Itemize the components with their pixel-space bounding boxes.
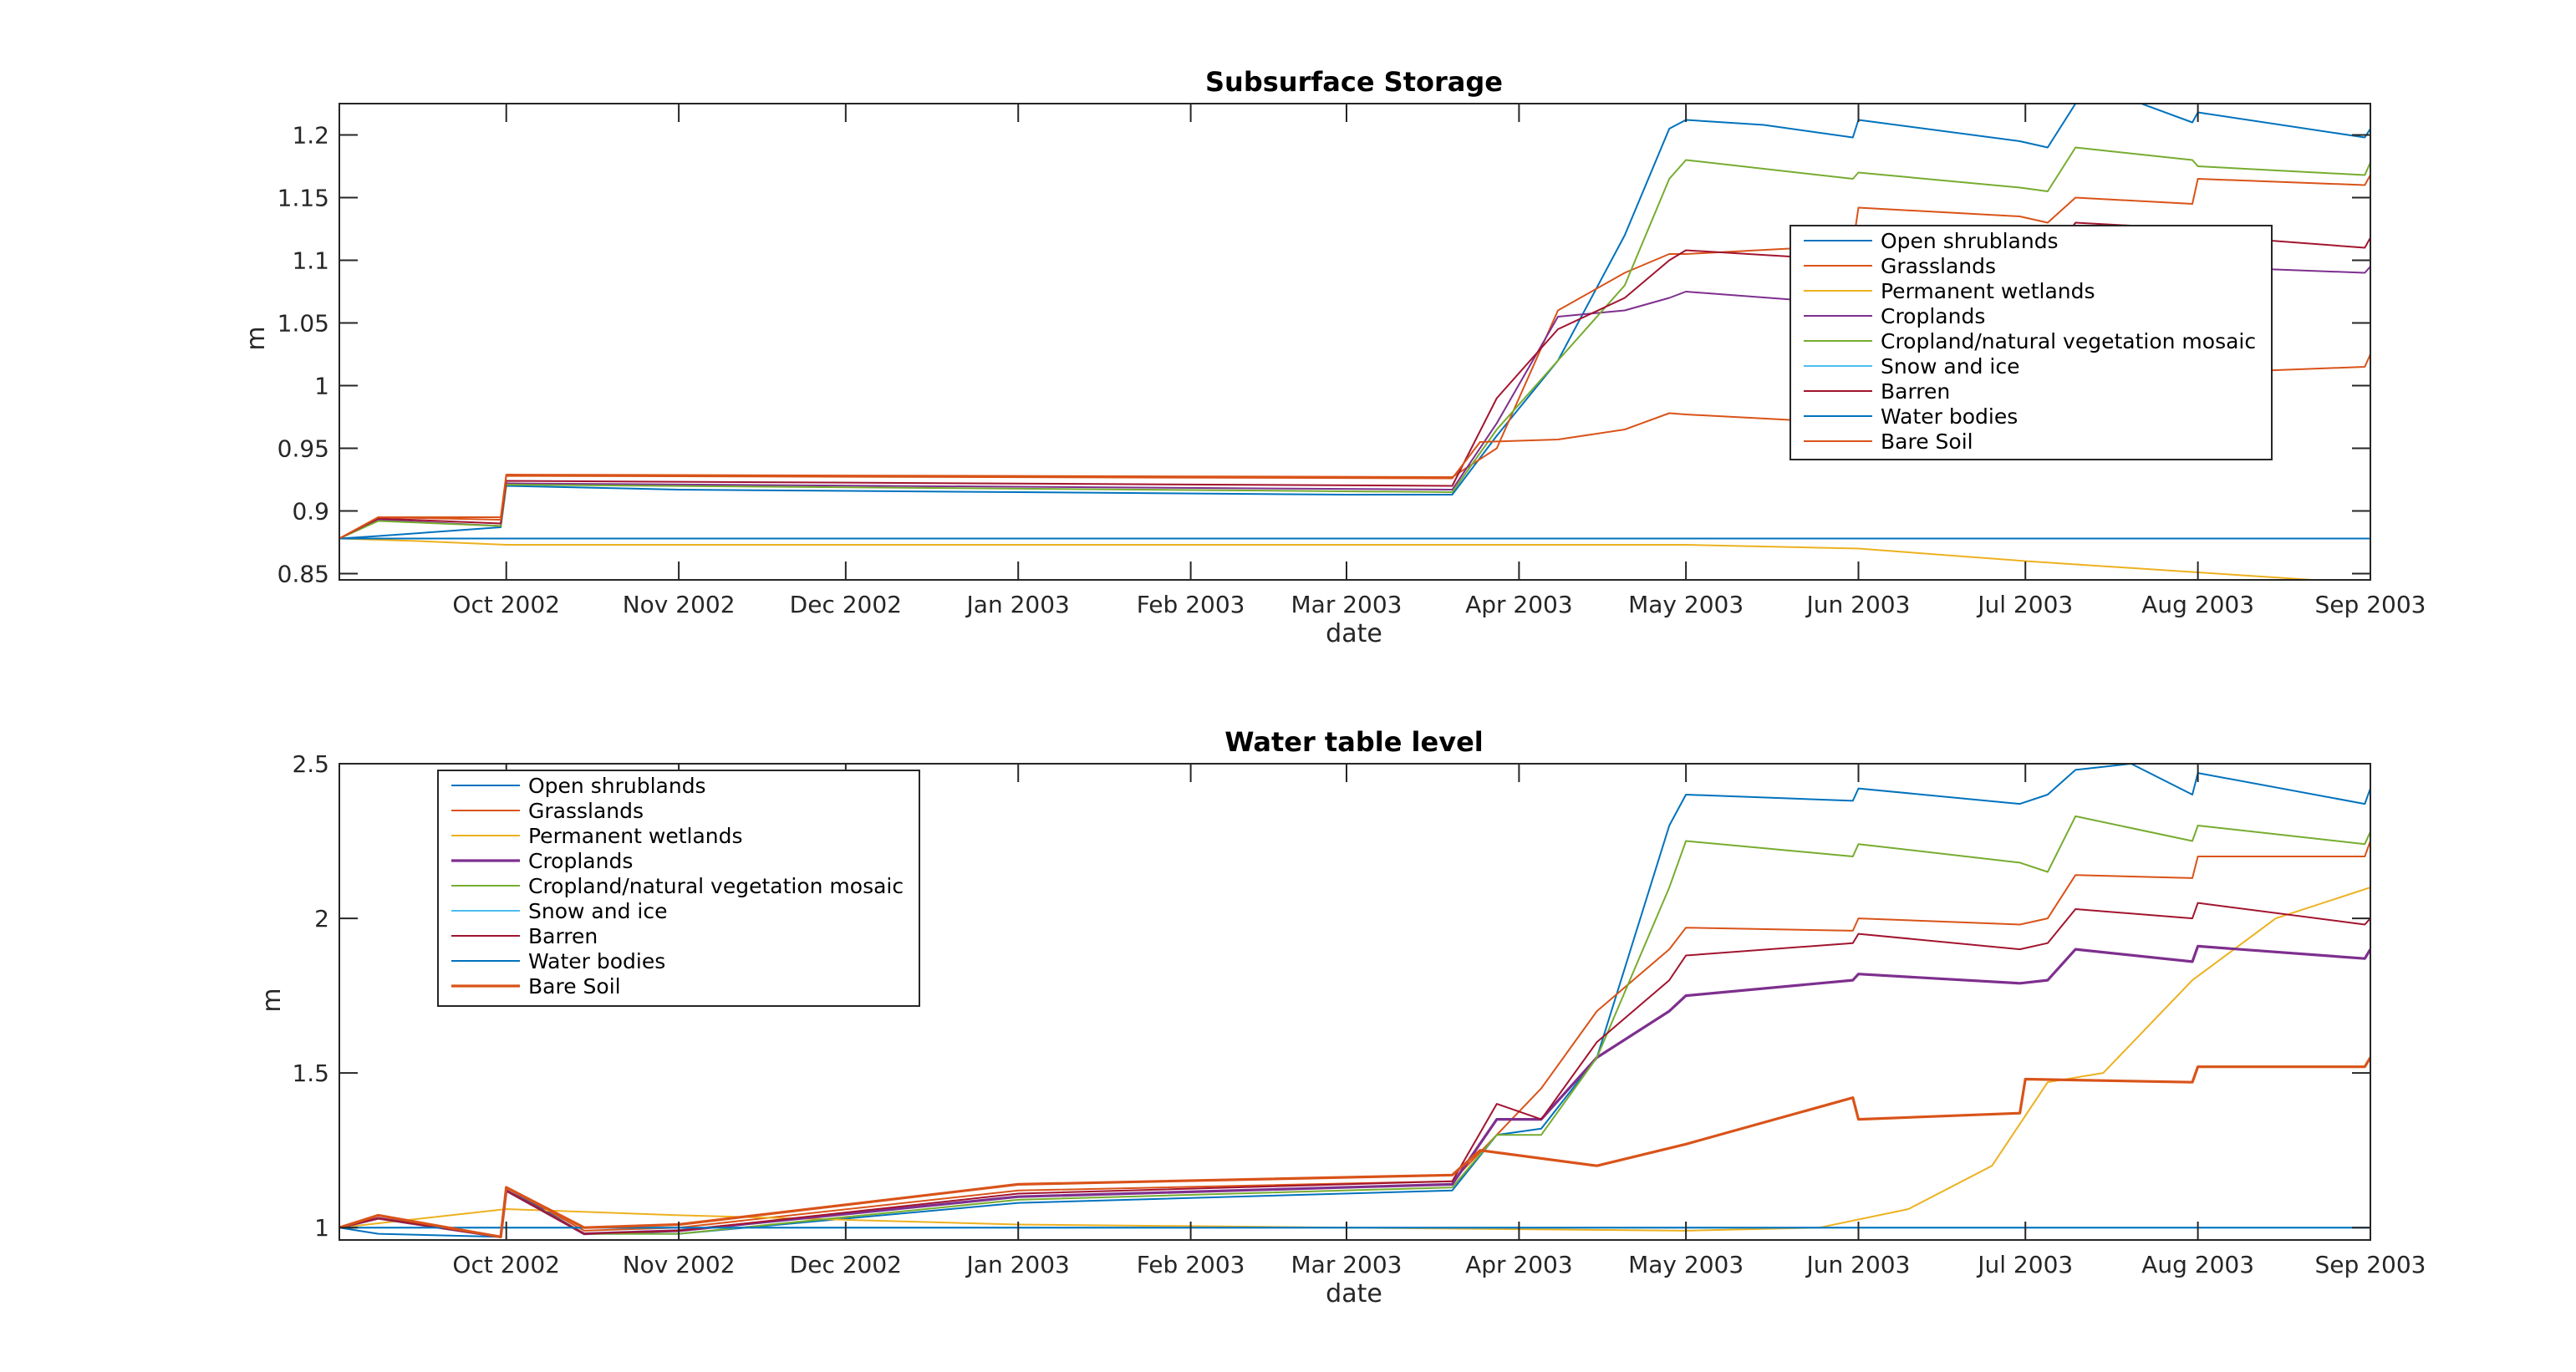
legend-entry-label: Croplands xyxy=(528,849,633,873)
y-tick-label: 1 xyxy=(314,1214,329,1242)
x-tick-label: Jan 2003 xyxy=(965,591,1070,618)
legend-entry-label: Grasslands xyxy=(1881,254,1996,278)
y-tick-label: 1.15 xyxy=(277,185,329,212)
axes-box xyxy=(339,103,2371,581)
axes-box xyxy=(339,763,2371,1241)
x-tick-label: Apr 2003 xyxy=(1465,1251,1573,1278)
x-tick-label: Oct 2002 xyxy=(452,1251,560,1278)
legend-box xyxy=(1789,225,2273,460)
subsurface-storage-chart: Oct 2002 Nov 2002 Dec 2002 Jan 2003 Feb 2003… xyxy=(242,66,2426,648)
legend-entry-label: Open shrublands xyxy=(528,774,706,798)
chart-title: Subsurface Storage xyxy=(1205,66,1503,98)
legend-entry-label: Permanent wetlands xyxy=(1881,279,2095,303)
y-tick-label: 1.5 xyxy=(292,1059,329,1087)
series-line-grasslands xyxy=(339,175,2370,540)
series-line-barren xyxy=(339,902,2370,1238)
legend-entry-label: Cropland/natural vegetation mosaic xyxy=(1881,329,2256,353)
y-tick-label: 0.85 xyxy=(277,561,329,588)
legend-entry-label: Bare Soil xyxy=(1881,429,1973,454)
x-tick-label: Dec 2002 xyxy=(790,1251,902,1278)
x-tick-label: May 2003 xyxy=(1628,591,1744,618)
y-axis-label: m xyxy=(242,326,271,350)
legend-entry-label: Barren xyxy=(1881,379,1950,404)
series-line-bare-soil xyxy=(339,1056,2370,1238)
series-line-grasslands xyxy=(339,841,2370,1238)
legend-entry-label: Bare Soil xyxy=(528,974,621,999)
x-tick-label: Jun 2003 xyxy=(1805,1251,1911,1278)
water-table-level-chart: Oct 2002 Nov 2002 Dec 2002 Jan 2003 Feb 2003… xyxy=(257,726,2426,1308)
x-tick-label: Oct 2002 xyxy=(452,591,560,618)
y-tick-label: 2.5 xyxy=(292,750,329,778)
x-tick-label: Feb 2003 xyxy=(1137,1251,1245,1278)
x-axis-label: date xyxy=(1326,1279,1382,1308)
x-tick-label: Jul 2003 xyxy=(1976,1251,2073,1278)
x-axis-label: date xyxy=(1326,619,1382,648)
legend-entry-label: Grasslands xyxy=(528,799,644,823)
legend-entry-label: Open shrublands xyxy=(1881,229,2059,253)
x-tick-label: Mar 2003 xyxy=(1291,591,1403,618)
x-tick-label: Mar 2003 xyxy=(1291,1251,1403,1278)
legend-entry-label: Barren xyxy=(528,924,598,948)
legend-entry-label: Snow and ice xyxy=(1881,354,2019,379)
legend-entry-label: Water bodies xyxy=(1881,404,2018,429)
x-tick-label: Aug 2003 xyxy=(2141,1251,2254,1278)
y-axis-label: m xyxy=(257,988,287,1012)
x-tick-label: May 2003 xyxy=(1628,1251,1744,1278)
y-tick-label: 1 xyxy=(314,373,329,400)
y-tick-label: 0.9 xyxy=(292,498,329,526)
y-tick-label: 1.2 xyxy=(292,122,329,150)
y-tick-label: 1.05 xyxy=(277,310,329,338)
x-tick-label: Sep 2003 xyxy=(2315,591,2426,618)
x-tick-label: Nov 2002 xyxy=(623,591,736,618)
legend-entry-label: Snow and ice xyxy=(528,899,667,923)
x-tick-label: Jun 2003 xyxy=(1805,591,1911,618)
legend-entry-label: Cropland/natural vegetation mosaic xyxy=(528,874,904,898)
x-tick-label: Sep 2003 xyxy=(2315,1251,2426,1278)
y-tick-label: 0.95 xyxy=(277,435,329,463)
x-tick-label: Apr 2003 xyxy=(1465,591,1573,618)
legend-entry-label: Permanent wetlands xyxy=(528,824,743,848)
series-line-permanent-wetlands xyxy=(339,537,2326,580)
legend-entry-label: Croplands xyxy=(1881,304,1985,328)
chart-title: Water table level xyxy=(1224,726,1483,758)
x-tick-label: Dec 2002 xyxy=(790,591,902,618)
x-tick-label: Feb 2003 xyxy=(1137,591,1245,618)
y-tick-label: 2 xyxy=(314,905,329,932)
legend-entry-label: Water bodies xyxy=(528,949,665,973)
x-tick-label: Aug 2003 xyxy=(2141,591,2254,618)
series-group xyxy=(339,764,2370,1238)
x-tick-label: Nov 2002 xyxy=(623,1251,736,1278)
x-tick-label: Jul 2003 xyxy=(1976,591,2073,618)
x-tick-label: Jan 2003 xyxy=(965,1251,1070,1278)
y-tick-label: 1.1 xyxy=(292,247,329,275)
